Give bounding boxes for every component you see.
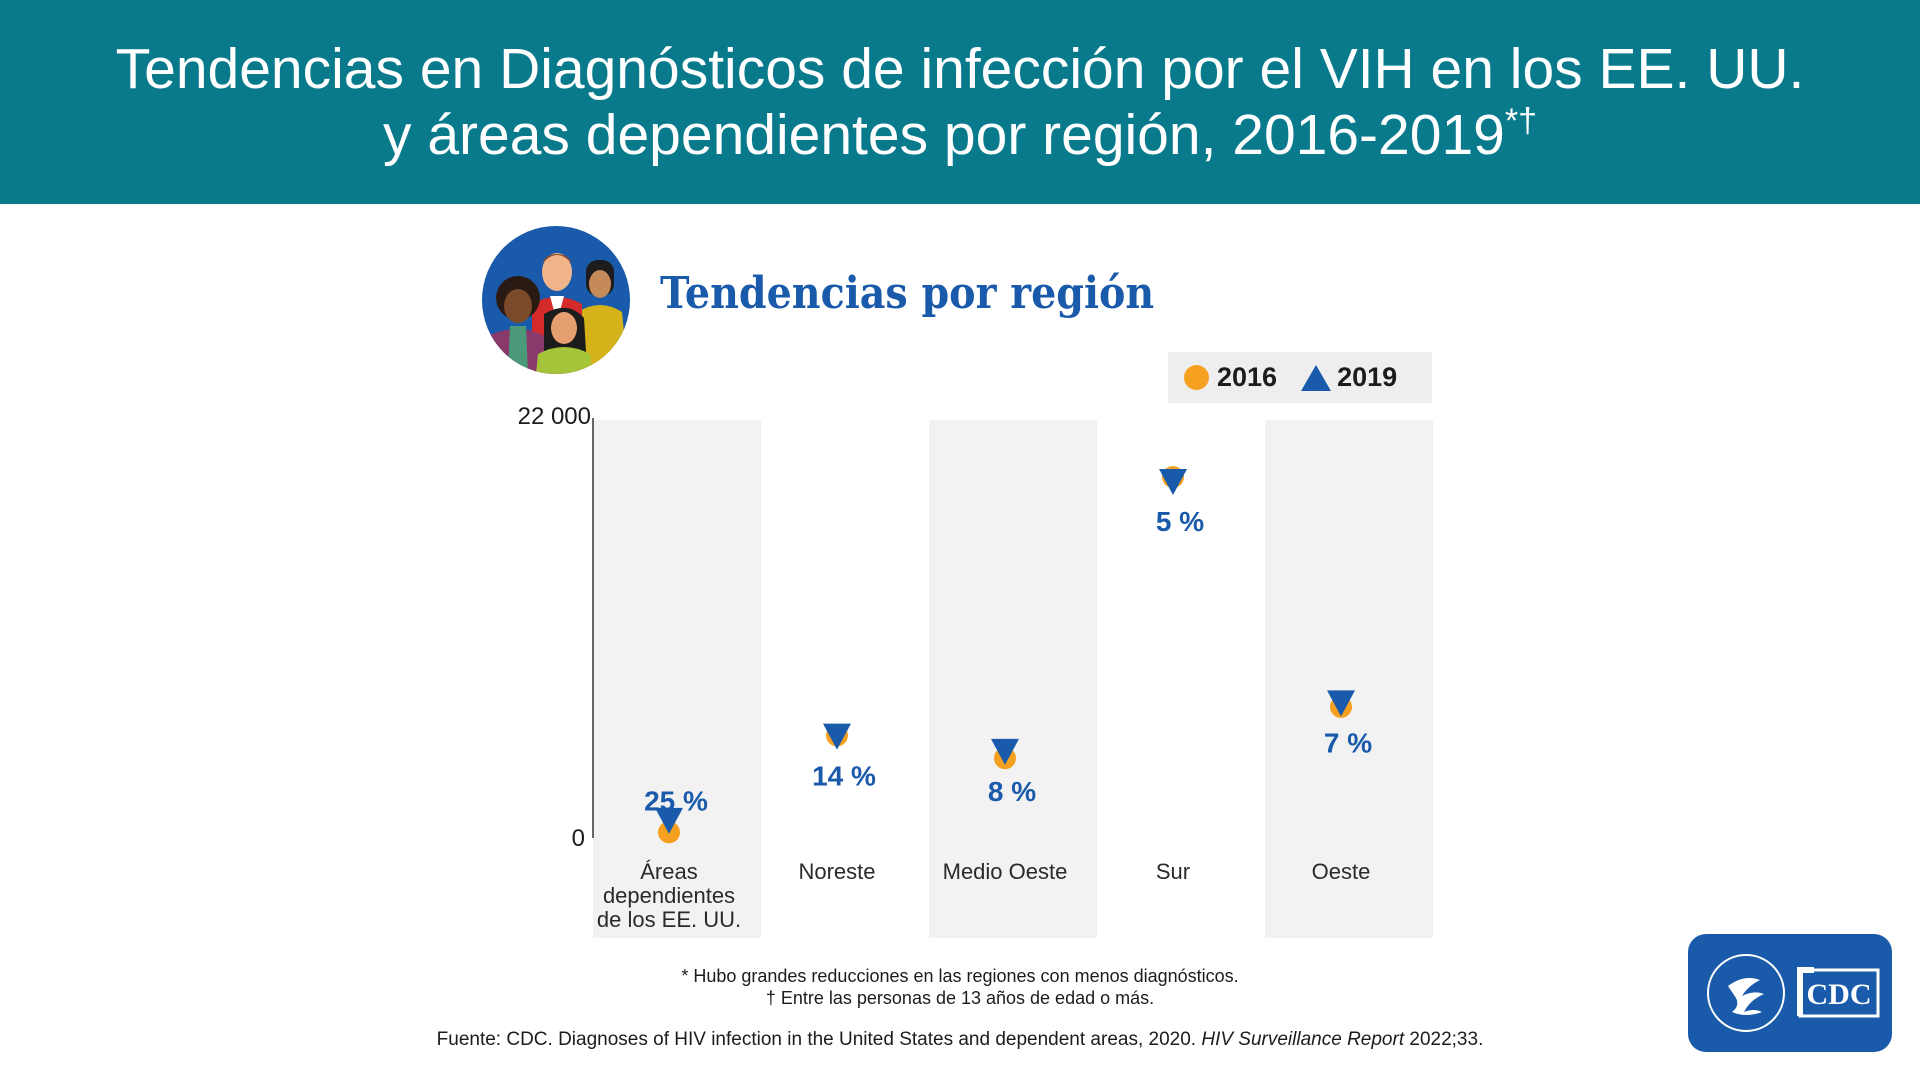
x-tick-label-line: Oeste [1311,859,1371,884]
triangle-marker-icon [1301,364,1332,391]
svg-text:CDC: CDC [1807,978,1872,1011]
page-title-line-2: y áreas dependientes por región, 2016-20… [383,102,1537,168]
cdc-hhs-logo: CDC [1688,934,1892,1052]
legend-label-2019: 2019 [1337,362,1398,392]
change-label: 25 % [644,785,708,816]
legend-item-2016: 2016 [1168,362,1277,393]
x-tick-label-line: Sur [1155,859,1191,884]
point-2019 [1159,469,1187,496]
x-tick-label: Oeste [1258,860,1424,884]
x-tick-label: Sur [1090,860,1256,884]
x-tick-label-line: Medio Oeste [942,859,1068,884]
circle-marker-icon [1184,365,1209,390]
change-label: 8 % [988,776,1036,807]
x-tick-label-line: Noreste [798,859,876,884]
x-tick-label-line: dependientes [602,883,736,908]
point-2019 [823,723,851,750]
people-group-icon [482,226,630,374]
point-2019 [655,807,683,834]
source-suffix: 2022;33. [1404,1029,1484,1050]
change-label: 14 % [812,761,876,792]
x-tick-label: Áreas dependientes de los EE. UU. [586,860,752,932]
point-2019 [991,738,1019,765]
point-2019 [1327,690,1355,717]
x-tick-label: Medio Oeste [922,860,1088,884]
hhs-eagle-icon [1707,954,1785,1032]
change-label: 5 % [1156,506,1204,537]
legend: 2016 2019 [1168,352,1432,403]
x-tick-label-line: Áreas [640,859,698,884]
source-prefix: Fuente: CDC. Diagnoses of HIV infection … [436,1029,1202,1050]
column-band [593,420,761,938]
legend-label-2016: 2016 [1217,362,1278,392]
y-tick-label: 22 000 [518,403,591,430]
title-footnote-marks: *† [1504,102,1537,140]
column-band [929,420,1097,938]
column-band [1265,420,1433,938]
page-title-line-1: Tendencias en Diagnósticos de infección … [115,37,1805,101]
x-tick-label-line: de los EE. UU. [596,907,742,932]
change-label: 7 % [1324,727,1372,758]
header-banner: Tendencias en Diagnósticos de infección … [0,0,1920,204]
chart-subtitle: Tendencias por región [660,268,1155,319]
legend-item-2019: 2019 [1277,362,1397,393]
footnote-1: * Hubo grandes reducciones en las region… [681,966,1239,986]
source-note: Fuente: CDC. Diagnoses of HIV infection … [0,1029,1920,1051]
source-journal: HIV Surveillance Report [1201,1029,1405,1050]
y-tick-label: 0 [572,825,585,852]
cdc-logo-icon: CDC [1797,967,1880,1018]
footnote-2: † Entre las personas de 13 años de edad … [765,988,1155,1008]
page-title-text: y áreas dependientes por región, 2016-20… [383,103,1505,167]
x-tick-label: Noreste [754,860,920,884]
